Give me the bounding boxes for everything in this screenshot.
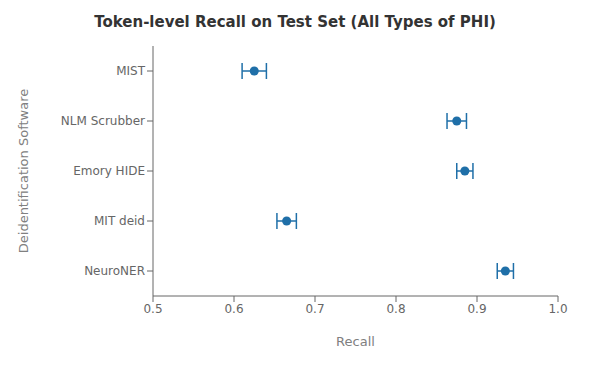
svg-text:Recall: Recall [336, 334, 375, 349]
svg-text:MIST: MIST [116, 64, 146, 78]
svg-text:Deidentification Software: Deidentification Software [16, 89, 31, 253]
svg-text:NLM Scrubber: NLM Scrubber [61, 114, 145, 128]
svg-text:0.5: 0.5 [143, 302, 162, 316]
svg-text:0.6: 0.6 [224, 302, 243, 316]
svg-text:Emory HIDE: Emory HIDE [73, 164, 145, 178]
svg-text:NeuroNER: NeuroNER [84, 264, 145, 278]
svg-text:1.0: 1.0 [548, 302, 567, 316]
html-text:Token-level Recall on Test Set: Token-level Recall on Test Set (All Type… [94, 13, 496, 31]
svg-text:0.8: 0.8 [386, 302, 405, 316]
svg-text:MIT deid: MIT deid [94, 214, 145, 228]
svg-text:0.9: 0.9 [467, 302, 486, 316]
svg-text:0.7: 0.7 [305, 302, 324, 316]
